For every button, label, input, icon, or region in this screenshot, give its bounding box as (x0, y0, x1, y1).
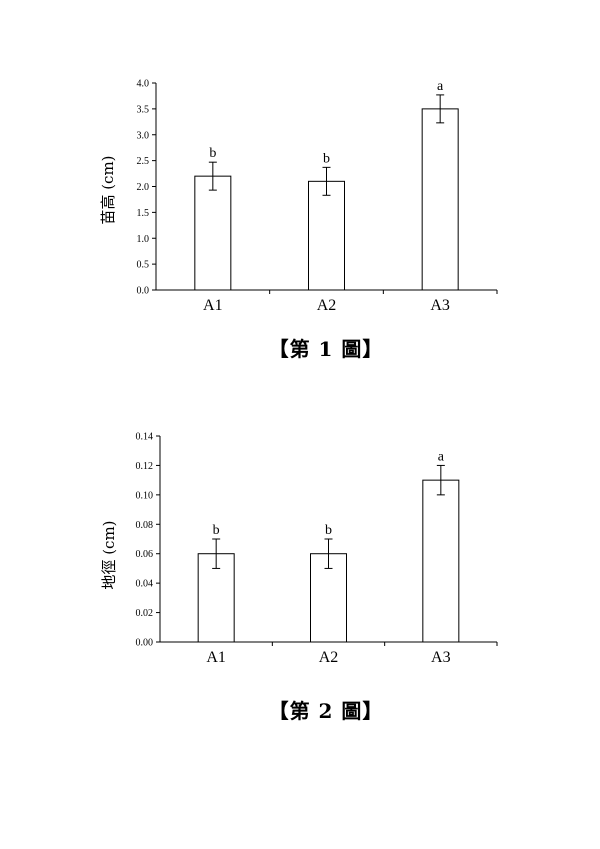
significance-label-A3: a (437, 79, 444, 94)
y-tick-label: 2.0 (137, 182, 150, 193)
y-tick-label: 3.0 (137, 130, 150, 141)
y-tick-label: 3.5 (137, 104, 150, 115)
x-category-label-A1: A1 (206, 649, 226, 666)
bar-A3 (422, 479, 460, 643)
bar-A1 (194, 175, 232, 291)
y-tick-label: 4.0 (137, 79, 150, 90)
significance-label-A1: b (209, 146, 216, 161)
y-tick-label: 0.08 (136, 520, 154, 531)
significance-label-A3: a (438, 449, 445, 464)
y-tick-label: 1.5 (137, 208, 150, 219)
y-tick-label: 0.00 (136, 638, 154, 649)
y-axis-label: 地徑 (cm) (100, 520, 118, 589)
bar-A3 (421, 108, 459, 291)
x-category-label-A2: A2 (319, 649, 339, 666)
y-axis-label: 苗高 (cm) (99, 155, 117, 224)
y-tick-label: 0.12 (136, 461, 154, 472)
x-category-label-A3: A3 (430, 297, 450, 314)
y-tick-label: 2.5 (137, 156, 150, 167)
x-category-label-A1: A1 (203, 297, 223, 314)
y-tick-label: 0.0 (137, 286, 150, 297)
y-tick-label: 0.02 (136, 608, 154, 619)
bar-A2 (308, 180, 345, 291)
y-tick-label: 0.04 (136, 579, 154, 590)
significance-label-A2: b (323, 151, 330, 166)
x-category-label-A2: A2 (317, 297, 337, 314)
y-tick-label: 1.0 (137, 234, 150, 245)
y-tick-label: 0.5 (137, 260, 150, 271)
significance-label-A2: b (325, 523, 332, 538)
figure-caption-1: 【第 1 圖】 (269, 337, 384, 361)
chart-2: 0.00 0.02 0.04 0.06 0.08 0.10 0.12 0.14 b A1 b A2 a A… (100, 432, 498, 666)
figure-caption-2: 【第 2 圖】 (269, 699, 384, 723)
y-tick-label: 0.14 (136, 432, 154, 443)
significance-label-A1: b (213, 523, 220, 538)
x-category-label-A3: A3 (431, 649, 451, 666)
y-tick-label: 0.06 (136, 549, 154, 560)
y-tick-label: 0.10 (136, 490, 154, 501)
chart-1: 0.0 0.5 1.0 1.5 2.0 2.5 3.0 3.5 4.0 b A1 b A2 a A3 苗高 (… (99, 79, 498, 314)
